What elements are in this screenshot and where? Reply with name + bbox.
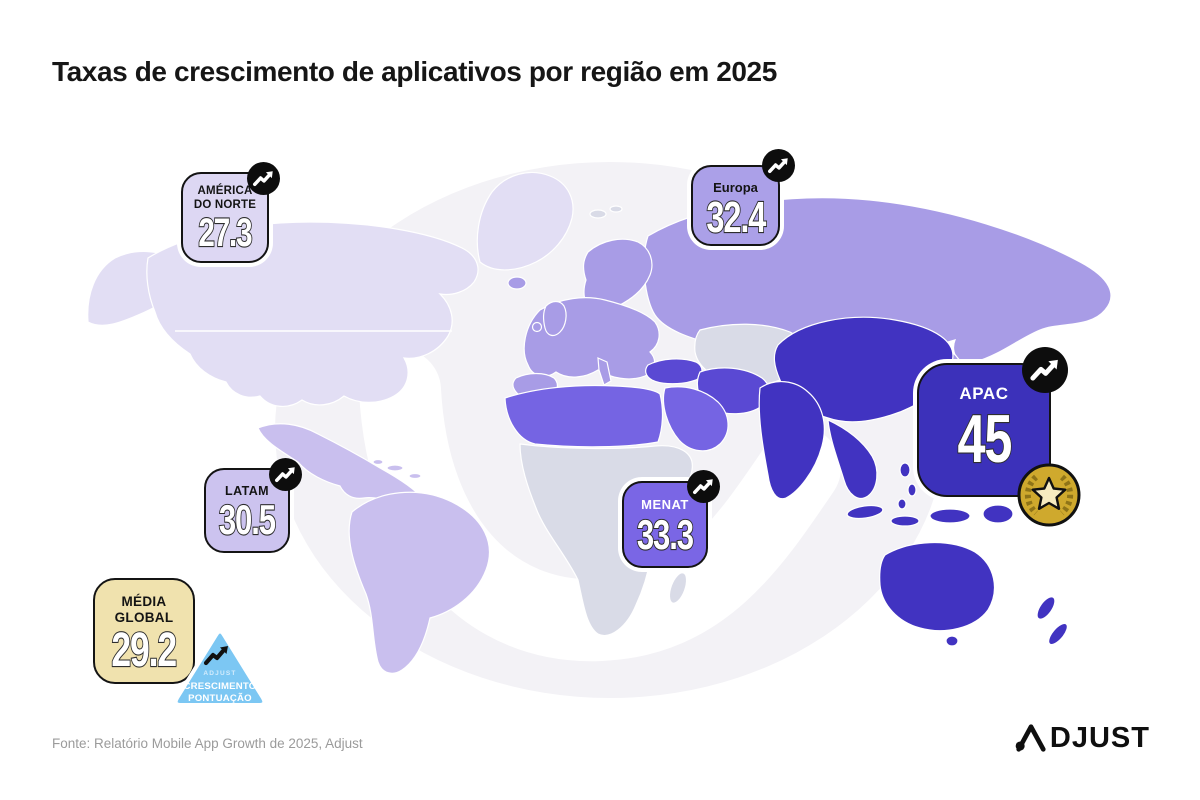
badge-latam: LATAM 30.5 xyxy=(204,458,302,553)
map-region-north-america xyxy=(87,171,574,407)
trending-up-icon xyxy=(687,470,720,503)
badge-label: AMÉRICA DO NORTE xyxy=(193,185,257,211)
badge-value: 27.3 xyxy=(198,211,254,255)
badge-europa: Europa 32.4 xyxy=(691,149,795,246)
badge-value: 45 xyxy=(956,401,1012,477)
badge-label: Europa xyxy=(713,180,758,195)
triangle-brand-label: ADJUST xyxy=(203,670,236,677)
badge-label: APAC xyxy=(959,384,1009,403)
adjust-logo: DJUST xyxy=(1015,722,1150,754)
gold-medal-icon xyxy=(1017,463,1081,527)
triangle-line1: CRESCIMENTO xyxy=(184,681,257,692)
badge-north-america: AMÉRICA DO NORTE 27.3 xyxy=(181,162,280,263)
badge-global-average: MÉDIA GLOBAL 29.2 xyxy=(93,578,195,684)
badge-label: MENAT xyxy=(641,497,689,512)
badge-value: 32.4 xyxy=(705,193,767,242)
trending-up-icon xyxy=(762,149,795,182)
trending-up-icon xyxy=(203,646,228,666)
map-region-apac xyxy=(758,316,1068,647)
adjust-wordmark-text: DJUST xyxy=(1049,722,1150,754)
badge-label: LATAM xyxy=(225,484,269,498)
trending-up-icon xyxy=(247,162,280,195)
page-title: Taxas de crescimento de aplicativos por … xyxy=(52,56,777,87)
badge-value: 29.2 xyxy=(111,624,178,677)
triangle-line2: PONTUAÇÃO xyxy=(188,693,252,704)
trending-up-icon xyxy=(269,458,302,491)
badge-label: MÉDIA GLOBAL xyxy=(114,594,174,625)
badge-value: 33.3 xyxy=(636,511,695,558)
growth-score-triangle: ADJUST CRESCIMENTO PONTUAÇÃO xyxy=(173,629,267,707)
map-region-latam xyxy=(257,423,490,674)
badge-apac: APAC 45 xyxy=(917,347,1081,527)
trending-up-icon xyxy=(1022,347,1068,393)
adjust-a-mark-icon xyxy=(1015,724,1046,752)
badge-value: 30.5 xyxy=(218,496,277,543)
badge-menat: MENAT 33.3 xyxy=(622,470,720,568)
map-region-menat xyxy=(504,358,771,452)
source-note: Fonte: Relatório Mobile App Growth de 20… xyxy=(52,736,363,751)
